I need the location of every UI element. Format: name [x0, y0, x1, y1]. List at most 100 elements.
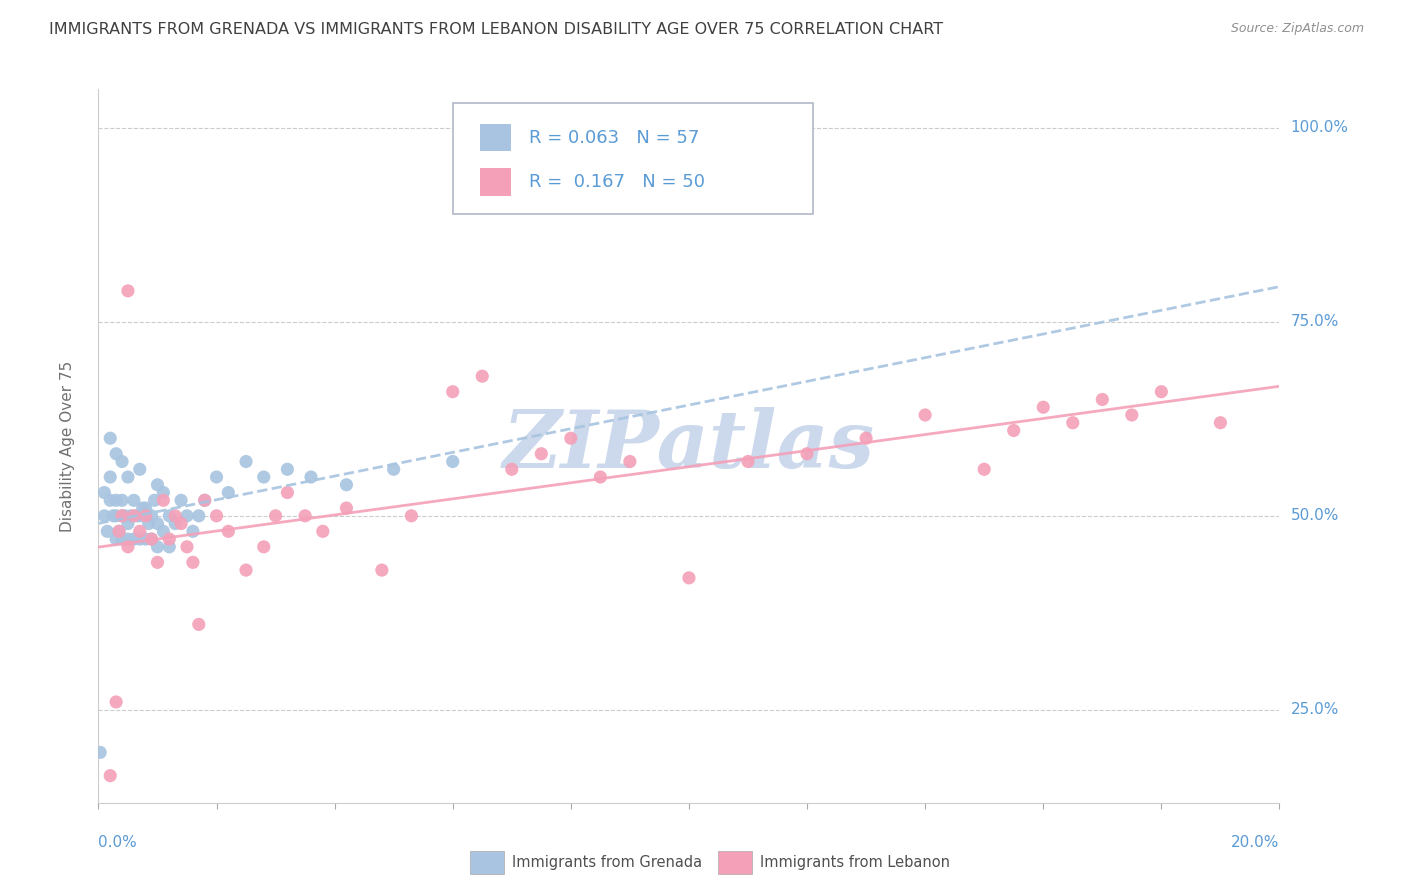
Text: Immigrants from Grenada: Immigrants from Grenada: [512, 855, 702, 871]
Point: [96, 524, 118, 539]
Text: 0.0%: 0.0%: [98, 835, 138, 850]
Point: [128, 532, 150, 546]
Point: [170, 516, 193, 531]
Point: [93, 508, 115, 523]
Point: [105, 508, 128, 523]
Point: [108, 524, 131, 539]
Point: [217, 524, 239, 539]
Point: [117, 532, 139, 546]
Point: [589, 470, 612, 484]
Point: [98, 431, 121, 445]
Point: [1091, 392, 1114, 407]
Point: [973, 462, 995, 476]
Point: [205, 470, 228, 484]
Text: 25.0%: 25.0%: [1291, 702, 1339, 717]
Point: [1150, 384, 1173, 399]
FancyBboxPatch shape: [471, 851, 503, 874]
Point: [135, 508, 157, 523]
Point: [117, 516, 139, 531]
Point: [122, 508, 145, 523]
Point: [157, 532, 180, 546]
Point: [264, 508, 287, 523]
Point: [1002, 424, 1025, 438]
Point: [125, 508, 148, 523]
Point: [1062, 416, 1084, 430]
Point: [111, 454, 134, 468]
Point: [181, 555, 204, 569]
FancyBboxPatch shape: [453, 103, 813, 214]
Point: [141, 532, 163, 546]
Point: [98, 470, 121, 484]
Text: R =  0.167   N = 50: R = 0.167 N = 50: [529, 173, 704, 191]
Point: [98, 769, 121, 783]
Point: [914, 408, 936, 422]
Point: [737, 454, 759, 468]
Text: 75.0%: 75.0%: [1291, 314, 1339, 329]
Point: [501, 462, 523, 476]
Point: [176, 540, 198, 554]
Point: [152, 493, 174, 508]
Point: [146, 477, 169, 491]
Point: [619, 454, 641, 468]
Point: [122, 532, 145, 546]
Point: [111, 508, 134, 523]
Point: [253, 470, 276, 484]
Point: [111, 493, 134, 508]
Point: [105, 695, 128, 709]
Point: [1121, 408, 1143, 422]
Point: [117, 540, 139, 554]
Point: [117, 284, 139, 298]
Point: [371, 563, 394, 577]
Text: Source: ZipAtlas.com: Source: ZipAtlas.com: [1230, 22, 1364, 36]
Point: [103, 508, 125, 523]
Point: [1032, 401, 1054, 415]
Point: [146, 516, 169, 531]
Point: [170, 493, 193, 508]
Point: [152, 524, 174, 539]
Point: [111, 532, 134, 546]
Text: 100.0%: 100.0%: [1291, 120, 1348, 136]
Point: [114, 508, 136, 523]
Point: [181, 524, 204, 539]
Point: [157, 540, 180, 554]
Point: [205, 508, 228, 523]
Point: [132, 501, 155, 516]
Point: [98, 493, 121, 508]
Point: [128, 524, 150, 539]
Point: [276, 462, 298, 476]
Point: [530, 447, 553, 461]
Point: [299, 470, 322, 484]
Point: [128, 508, 150, 523]
Point: [176, 508, 198, 523]
Point: [382, 462, 405, 476]
Point: [441, 384, 464, 399]
Text: 50.0%: 50.0%: [1291, 508, 1339, 524]
Point: [165, 508, 187, 523]
Point: [335, 477, 357, 491]
Point: [253, 540, 276, 554]
Point: [117, 470, 139, 484]
Point: [111, 508, 134, 523]
Point: [128, 462, 150, 476]
Point: [187, 508, 209, 523]
Point: [93, 485, 115, 500]
Point: [89, 745, 111, 759]
Point: [312, 524, 335, 539]
Text: ZIPatlas: ZIPatlas: [503, 408, 875, 484]
Point: [157, 508, 180, 523]
Point: [194, 493, 217, 508]
Point: [146, 540, 169, 554]
Point: [122, 493, 145, 508]
Point: [560, 431, 582, 445]
Point: [146, 555, 169, 569]
Point: [105, 532, 128, 546]
FancyBboxPatch shape: [718, 851, 752, 874]
Point: [235, 563, 257, 577]
Point: [441, 454, 464, 468]
Point: [187, 617, 209, 632]
Point: [1209, 416, 1232, 430]
FancyBboxPatch shape: [479, 124, 512, 152]
Point: [143, 493, 166, 508]
Text: 20.0%: 20.0%: [1232, 835, 1279, 850]
Point: [217, 485, 239, 500]
